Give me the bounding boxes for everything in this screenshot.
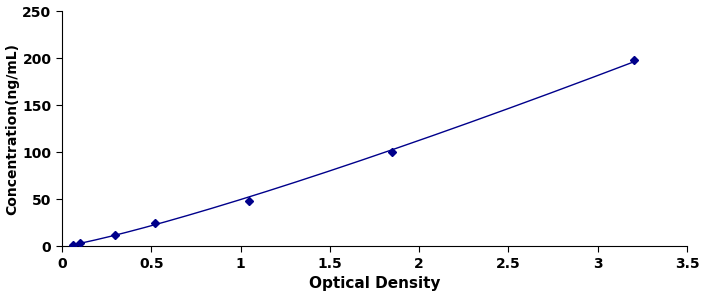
X-axis label: Optical Density: Optical Density <box>309 277 440 291</box>
Y-axis label: Concentration(ng/mL): Concentration(ng/mL) <box>6 43 20 215</box>
